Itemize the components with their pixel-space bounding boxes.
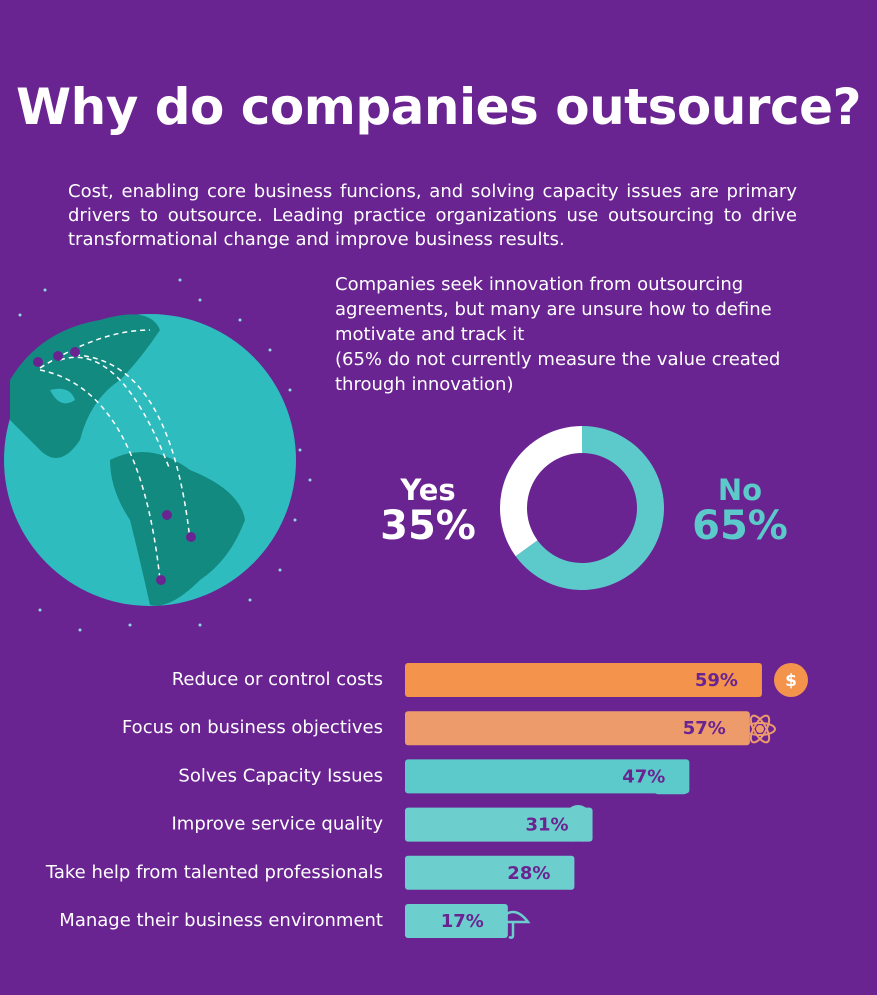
donut-label: Yes <box>399 473 455 507</box>
bar <box>405 855 575 890</box>
bar-category-label: Solves Capacity Issues <box>178 765 383 786</box>
title: Why do companies outsource? <box>16 78 862 136</box>
bar-value-label: 17% <box>441 911 484 932</box>
bar-value-label: 57% <box>683 718 726 739</box>
bar <box>405 904 508 938</box>
bar-value-label: 31% <box>525 815 568 836</box>
donut-segment <box>515 426 664 590</box>
globe <box>4 278 312 632</box>
bar-category-label: Take help from talented professionals <box>45 862 383 883</box>
bar-value-label: 28% <box>507 863 550 884</box>
note: Companies seek innovation from outsourci… <box>335 274 772 345</box>
bar-category-label: Focus on business objectives <box>122 717 383 738</box>
donut-value-label: 65% <box>692 503 788 549</box>
donut-value-label: 35% <box>380 503 476 549</box>
note-block: Companies seek innovation from outsourci… <box>335 272 805 397</box>
donut-label: No <box>718 473 762 507</box>
bar <box>405 807 593 842</box>
icons: $ <box>495 663 808 939</box>
bar-category-label: Improve service quality <box>171 814 383 835</box>
bar <box>405 663 762 697</box>
bar <box>405 711 750 746</box>
note-detail: (65% do not currently measure the value … <box>335 349 781 395</box>
donut-segment <box>499 426 582 557</box>
bar <box>405 759 690 794</box>
bar-category-label: Manage their business environment <box>59 910 383 931</box>
bar-value-label: 59% <box>695 670 738 691</box>
svg-text:$: $ <box>785 671 797 691</box>
intro: Cost, enabling core business funcions, a… <box>68 181 797 250</box>
bar-value-label: 47% <box>622 766 665 787</box>
bar-category-label: Reduce or control costs <box>172 669 383 690</box>
